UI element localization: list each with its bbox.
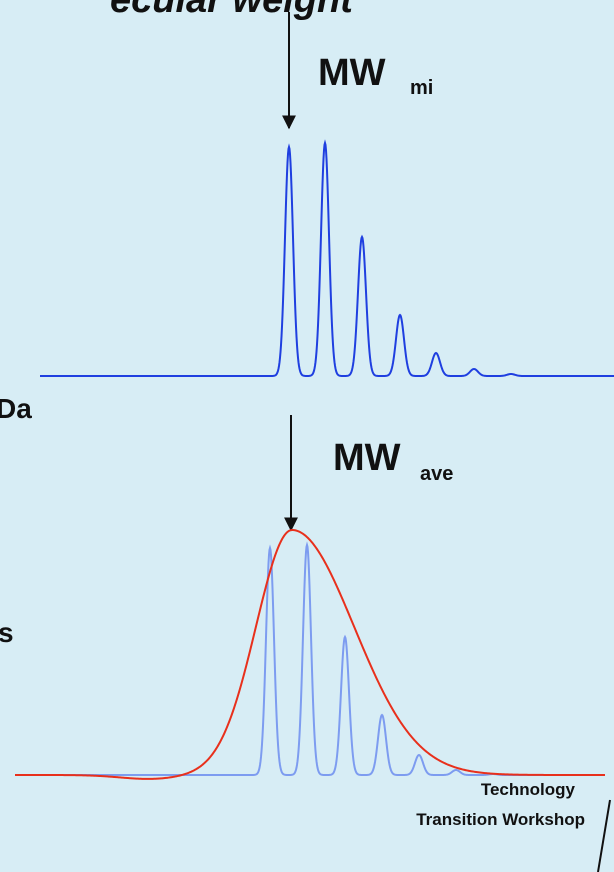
mw-label: MW: [333, 437, 401, 479]
decoration: [597, 799, 611, 872]
footer-line: Technology: [481, 780, 576, 799]
spectrum-monoisotopic: [40, 139, 614, 377]
title: ecular weight: [110, 0, 354, 21]
footer-line: Transition Workshop: [416, 810, 585, 829]
fragment: s: [0, 617, 14, 648]
fragment: Da: [0, 393, 32, 424]
mw-sub: mi: [410, 77, 433, 99]
mw-sub: ave: [420, 463, 453, 485]
spectrum-envelope: [15, 528, 605, 780]
mw-label: MW: [318, 52, 386, 94]
